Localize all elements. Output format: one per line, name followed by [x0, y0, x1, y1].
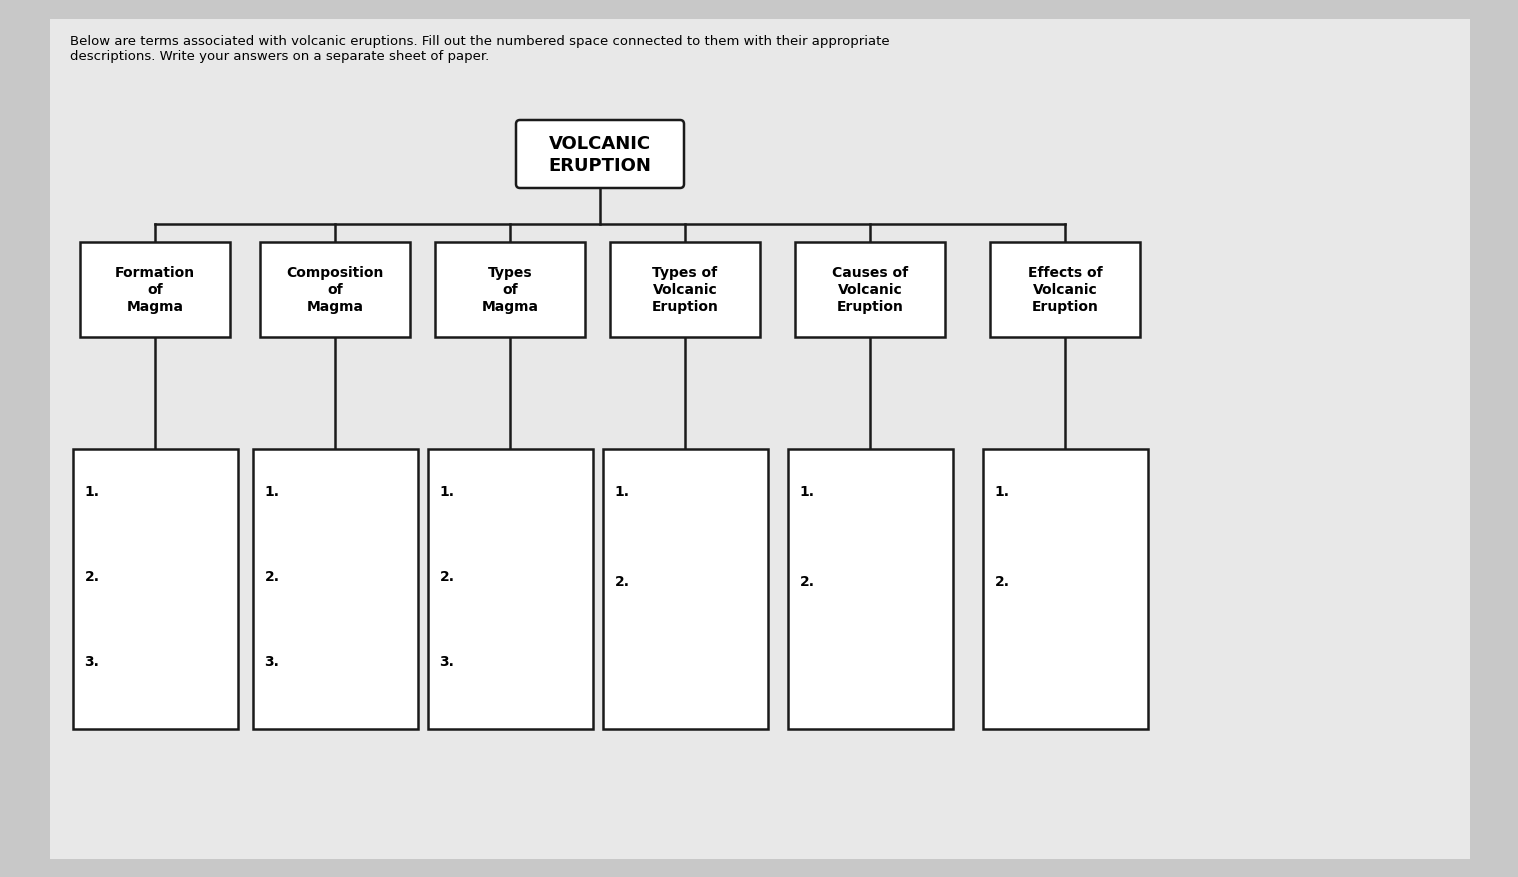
- FancyBboxPatch shape: [610, 242, 761, 337]
- FancyBboxPatch shape: [795, 242, 946, 337]
- Text: Composition
of
Magma: Composition of Magma: [287, 266, 384, 314]
- FancyBboxPatch shape: [990, 242, 1140, 337]
- Text: 2.: 2.: [264, 569, 279, 583]
- Text: 3.: 3.: [85, 654, 99, 668]
- Text: 2.: 2.: [615, 574, 630, 588]
- Text: 1.: 1.: [800, 484, 815, 498]
- Text: 3.: 3.: [440, 654, 454, 668]
- Text: VOLCANIC
ERUPTION: VOLCANIC ERUPTION: [548, 135, 651, 175]
- Text: 2.: 2.: [800, 574, 815, 588]
- FancyBboxPatch shape: [982, 450, 1148, 729]
- Text: Types
of
Magma: Types of Magma: [481, 266, 539, 314]
- Text: 1.: 1.: [85, 484, 100, 498]
- FancyBboxPatch shape: [428, 450, 592, 729]
- Text: 3.: 3.: [264, 654, 279, 668]
- Text: Types of
Volcanic
Eruption: Types of Volcanic Eruption: [651, 266, 718, 314]
- FancyBboxPatch shape: [50, 20, 1469, 859]
- Text: 1.: 1.: [615, 484, 630, 498]
- FancyBboxPatch shape: [73, 450, 237, 729]
- Text: 2.: 2.: [994, 574, 1009, 588]
- FancyBboxPatch shape: [260, 242, 410, 337]
- Text: 1.: 1.: [264, 484, 279, 498]
- Text: Effects of
Volcanic
Eruption: Effects of Volcanic Eruption: [1028, 266, 1102, 314]
- FancyBboxPatch shape: [252, 450, 417, 729]
- Text: Formation
of
Magma: Formation of Magma: [115, 266, 194, 314]
- Text: Below are terms associated with volcanic eruptions. Fill out the numbered space : Below are terms associated with volcanic…: [70, 35, 890, 63]
- Text: 2.: 2.: [440, 569, 454, 583]
- FancyBboxPatch shape: [788, 450, 952, 729]
- Text: 1.: 1.: [440, 484, 454, 498]
- Text: 2.: 2.: [85, 569, 100, 583]
- Text: Causes of
Volcanic
Eruption: Causes of Volcanic Eruption: [832, 266, 908, 314]
- Text: 1.: 1.: [994, 484, 1009, 498]
- FancyBboxPatch shape: [80, 242, 231, 337]
- FancyBboxPatch shape: [436, 242, 584, 337]
- FancyBboxPatch shape: [603, 450, 768, 729]
- FancyBboxPatch shape: [516, 121, 685, 189]
